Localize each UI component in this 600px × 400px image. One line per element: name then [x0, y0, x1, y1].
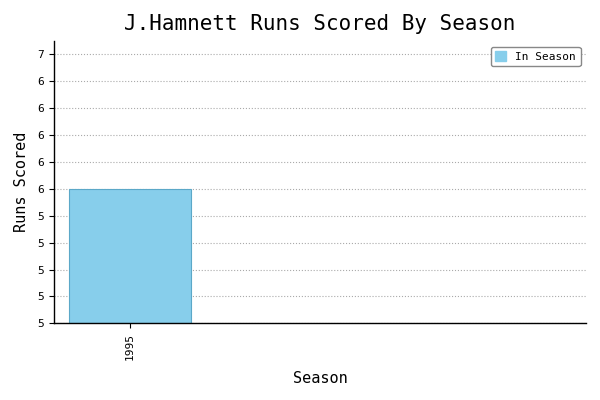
- Bar: [69, 189, 191, 323]
- X-axis label: Season: Season: [293, 371, 347, 386]
- Y-axis label: Runs Scored: Runs Scored: [14, 132, 29, 232]
- Title: J.Hamnett Runs Scored By Season: J.Hamnett Runs Scored By Season: [124, 14, 515, 34]
- Legend: In Season: In Season: [491, 46, 581, 66]
